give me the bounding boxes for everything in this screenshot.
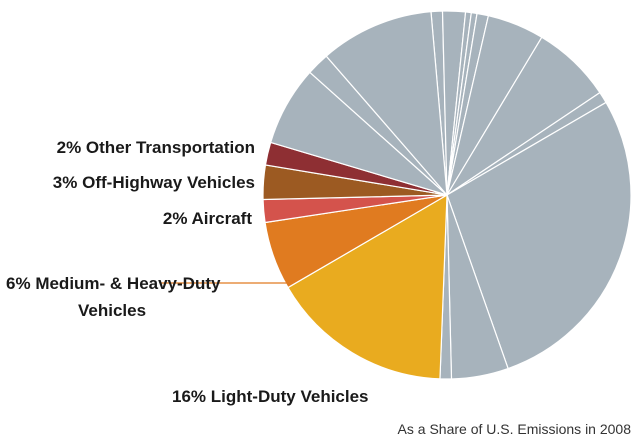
value-label: 6%: [6, 274, 31, 293]
slice-label: 6% Medium- & Heavy-Duty Vehicles: [6, 270, 256, 324]
value-label: 16%: [172, 387, 207, 406]
category-label: Light-Duty Vehicles: [210, 387, 369, 406]
slice-label: 3% Off-Highway Vehicles: [53, 169, 255, 196]
value-label: 2%: [56, 138, 82, 157]
pie-slice: [287, 193, 448, 380]
category-label: Off-Highway Vehicles: [82, 173, 255, 192]
value-label: 3%: [52, 173, 78, 192]
category-label: Aircraft: [191, 209, 252, 228]
slice-label: 2% Other Transportation: [57, 134, 255, 161]
pie-slice: [325, 11, 448, 197]
value-label: 2%: [162, 209, 188, 228]
category-label: Other Transportation: [85, 138, 255, 157]
chart-note: As a Share of U.S. Emissions in 2008: [397, 421, 631, 437]
category-label: Medium- & Heavy-Duty Vehicles: [35, 274, 221, 320]
slice-label: 2% Aircraft: [163, 205, 252, 232]
pie-slice: [446, 101, 632, 370]
slice-label: 16% Light-Duty Vehicles: [172, 383, 369, 410]
